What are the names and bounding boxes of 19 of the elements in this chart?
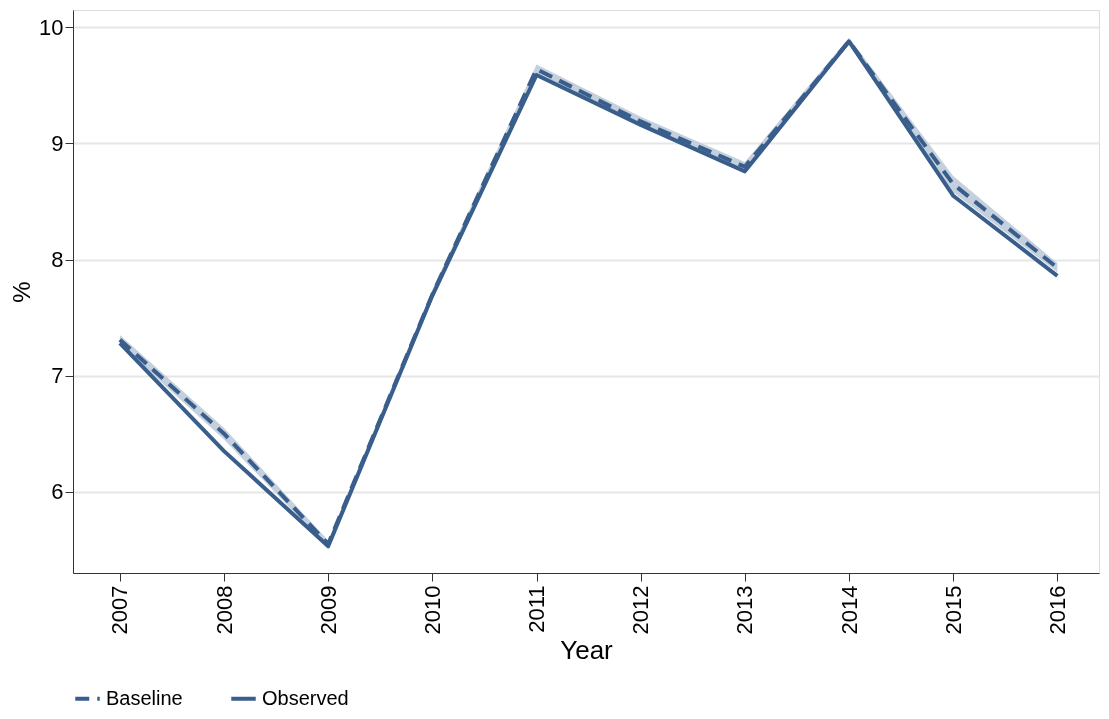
- legend-label: Observed: [262, 686, 349, 709]
- x-tick-label: 2007: [107, 585, 133, 635]
- x-tick-label: 2009: [315, 585, 341, 635]
- x-tick-label: 2013: [732, 585, 758, 635]
- x-axis-title: Year: [560, 635, 614, 666]
- x-tick-label: 2008: [211, 585, 237, 635]
- y-tick-label: 7: [51, 363, 64, 389]
- y-tick-label: 9: [51, 130, 64, 156]
- y-tick-label: 8: [51, 247, 64, 273]
- x-tick-label: 2011: [524, 585, 550, 633]
- x-tick-label: 2015: [940, 585, 966, 635]
- y-tick-label: 6: [51, 479, 64, 505]
- legend-label: Baseline: [106, 686, 183, 709]
- y-tick-label: 10: [39, 14, 64, 40]
- y-axis-title: %: [8, 281, 36, 303]
- x-tick-label: 2012: [628, 585, 654, 635]
- x-tick-label: 2014: [836, 585, 862, 635]
- x-tick-label: 2010: [419, 585, 445, 635]
- x-tick-label: 2016: [1044, 585, 1070, 635]
